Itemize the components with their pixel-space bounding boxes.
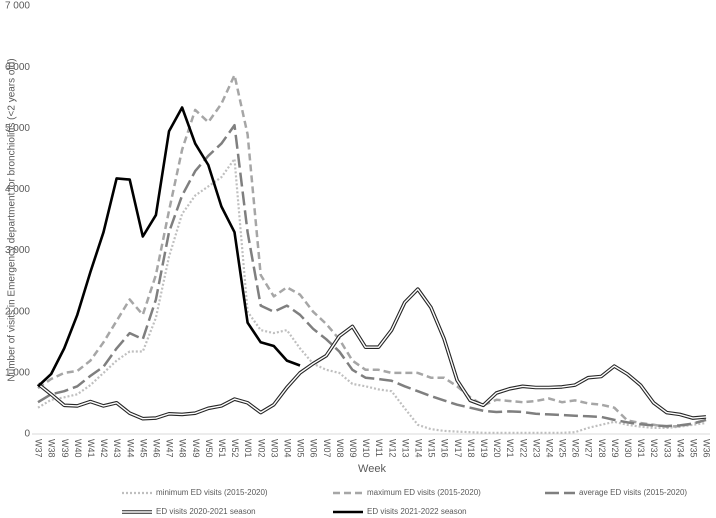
x-tick-label: W25: [558, 439, 568, 458]
x-tick-label: W37: [34, 439, 44, 458]
x-tick-label: W16: [440, 439, 450, 458]
y-axis-title: Number of visits in Emergency department…: [7, 58, 18, 381]
x-tick-label: W52: [230, 439, 240, 458]
legend-label: ED visits 2021-2022 season: [367, 507, 467, 516]
x-tick-label: W07: [322, 439, 332, 458]
x-tick-label: W30: [623, 439, 633, 458]
series-line: [37, 106, 301, 388]
x-tick-label: W47: [165, 439, 175, 458]
series-line: [37, 73, 707, 428]
y-tick-label: 7 000: [5, 1, 30, 12]
x-tick-label: W43: [112, 439, 122, 458]
x-tick-label: W38: [47, 439, 57, 458]
x-tick-label: W50: [204, 439, 214, 458]
x-tick-label: W36: [702, 439, 712, 458]
x-tick-label: W14: [413, 439, 423, 458]
x-tick-label: W31: [636, 439, 646, 458]
x-tick-label: W06: [309, 439, 319, 458]
x-tick-label: W10: [361, 439, 371, 458]
x-tick-label: W40: [73, 439, 83, 458]
x-tick-label: W48: [178, 439, 188, 458]
x-tick-label: W03: [269, 439, 279, 458]
x-tick-label: W08: [335, 439, 345, 458]
x-tick-label: W19: [479, 439, 489, 458]
x-tick-label: W12: [387, 439, 397, 458]
x-tick-label: W22: [518, 439, 528, 458]
x-tick-label: W24: [544, 439, 554, 458]
x-tick-label: W27: [584, 439, 594, 458]
x-tick-label: W26: [571, 439, 581, 458]
legend-label: maximum ED visits (2015-2020): [367, 488, 481, 497]
x-tick-label: W13: [400, 439, 410, 458]
y-tick-label: 3 000: [5, 245, 30, 256]
x-tick-label: W01: [243, 439, 253, 458]
x-tick-label: W05: [296, 439, 306, 458]
x-axis-title: Week: [358, 463, 386, 475]
x-tick-label: W44: [125, 439, 135, 458]
y-tick-label: 2 000: [5, 306, 30, 317]
x-tick-label: W35: [689, 439, 699, 458]
x-tick-label: W46: [152, 439, 162, 458]
x-tick-label: W39: [60, 439, 70, 458]
y-tick-label: 0: [24, 429, 30, 440]
x-tick-label: W33: [662, 439, 672, 458]
x-tick-label: W45: [138, 439, 148, 458]
series-line: [37, 157, 707, 434]
y-tick-label: 6 000: [5, 62, 30, 73]
x-tick-label: W17: [453, 439, 463, 458]
y-tick-label: 5 000: [5, 123, 30, 134]
x-tick-label: W34: [675, 439, 685, 458]
x-tick-label: W49: [191, 439, 201, 458]
series-line: [37, 123, 707, 428]
x-tick-label: W29: [610, 439, 620, 458]
x-tick-label: W04: [282, 439, 292, 458]
series-line-inner: [37, 288, 707, 420]
y-tick-label: 1 000: [5, 367, 30, 378]
x-tick-label: W42: [99, 439, 109, 458]
y-tick-label: 4 000: [5, 184, 30, 195]
x-tick-label: W21: [505, 439, 515, 458]
legend-label: average ED visits (2015-2020): [579, 488, 687, 497]
x-tick-label: W41: [86, 439, 96, 458]
x-tick-label: W23: [531, 439, 541, 458]
legend-label: minimum ED visits (2015-2020): [156, 488, 268, 497]
x-tick-label: W20: [492, 439, 502, 458]
x-tick-label: W02: [256, 439, 266, 458]
x-tick-label: W18: [466, 439, 476, 458]
legend-label: ED visits 2020-2021 season: [156, 507, 256, 516]
x-tick-label: W11: [374, 439, 384, 457]
x-tick-label: W28: [597, 439, 607, 458]
x-tick-label: W15: [427, 439, 437, 458]
x-tick-label: W32: [649, 439, 659, 458]
x-tick-label: W09: [348, 439, 358, 458]
x-tick-label: W51: [217, 439, 227, 458]
